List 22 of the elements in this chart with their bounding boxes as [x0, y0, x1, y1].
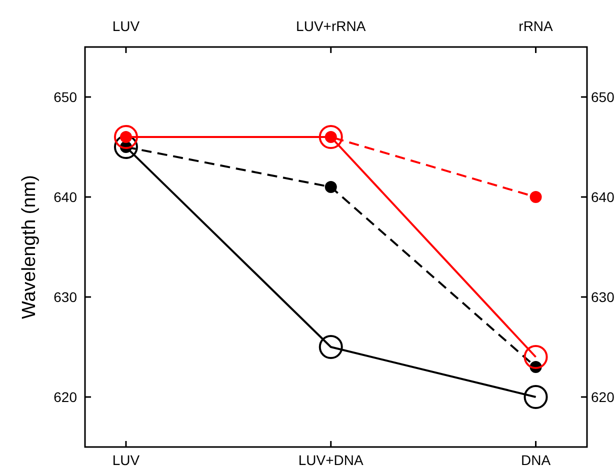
y-tick-label: 640 [54, 188, 78, 205]
y2-tick-label: 630 [591, 288, 615, 305]
text: rRNA [518, 18, 554, 34]
x-tick-label: LUV [112, 452, 140, 468]
y2-tick-label: 640 [591, 188, 615, 205]
y2-tick-label: 650 [591, 88, 615, 105]
y-tick-label: 630 [54, 288, 78, 305]
text: LUV [112, 18, 140, 34]
y-tick-label: 620 [54, 388, 78, 405]
point [114, 125, 138, 149]
x-tick-label: DNA [520, 452, 552, 468]
point [114, 135, 138, 159]
point [324, 181, 337, 193]
y-tick-label: 650 [54, 88, 78, 105]
point [524, 345, 548, 369]
text: LUV+rRNA [296, 18, 366, 34]
point [318, 335, 343, 359]
y2-tick-label: 620 [591, 388, 615, 405]
point [524, 385, 548, 409]
y-axis-title: Wavelength (nm) [19, 175, 40, 319]
point [530, 191, 542, 203]
x-tick-label: LUV+DNA [298, 452, 364, 468]
